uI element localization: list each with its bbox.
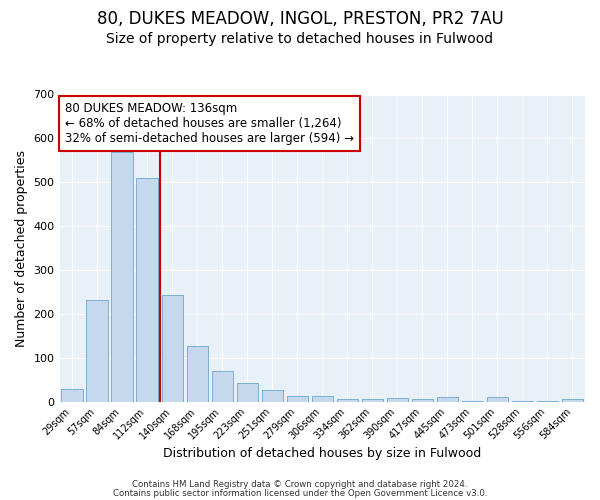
Y-axis label: Number of detached properties: Number of detached properties	[15, 150, 28, 346]
Bar	[287, 396, 308, 402]
X-axis label: Distribution of detached houses by size in Fulwood: Distribution of detached houses by size …	[163, 447, 481, 460]
Bar	[337, 400, 358, 402]
Bar	[61, 390, 83, 402]
Bar	[562, 400, 583, 402]
Bar	[412, 400, 433, 402]
Bar	[212, 371, 233, 402]
Text: Contains HM Land Registry data © Crown copyright and database right 2024.: Contains HM Land Registry data © Crown c…	[132, 480, 468, 489]
Bar	[537, 401, 558, 402]
Bar	[311, 396, 333, 402]
Bar	[236, 383, 258, 402]
Bar	[112, 152, 133, 402]
Text: Size of property relative to detached houses in Fulwood: Size of property relative to detached ho…	[106, 32, 494, 46]
Bar	[462, 401, 483, 402]
Bar	[262, 390, 283, 402]
Text: Contains public sector information licensed under the Open Government Licence v3: Contains public sector information licen…	[113, 488, 487, 498]
Bar	[362, 400, 383, 402]
Bar	[437, 398, 458, 402]
Bar	[136, 178, 158, 402]
Bar	[86, 300, 108, 402]
Bar	[161, 296, 183, 402]
Bar	[387, 398, 408, 402]
Bar	[487, 398, 508, 402]
Text: 80 DUKES MEADOW: 136sqm
← 68% of detached houses are smaller (1,264)
32% of semi: 80 DUKES MEADOW: 136sqm ← 68% of detache…	[65, 102, 354, 145]
Text: 80, DUKES MEADOW, INGOL, PRESTON, PR2 7AU: 80, DUKES MEADOW, INGOL, PRESTON, PR2 7A…	[97, 10, 503, 28]
Bar	[187, 346, 208, 402]
